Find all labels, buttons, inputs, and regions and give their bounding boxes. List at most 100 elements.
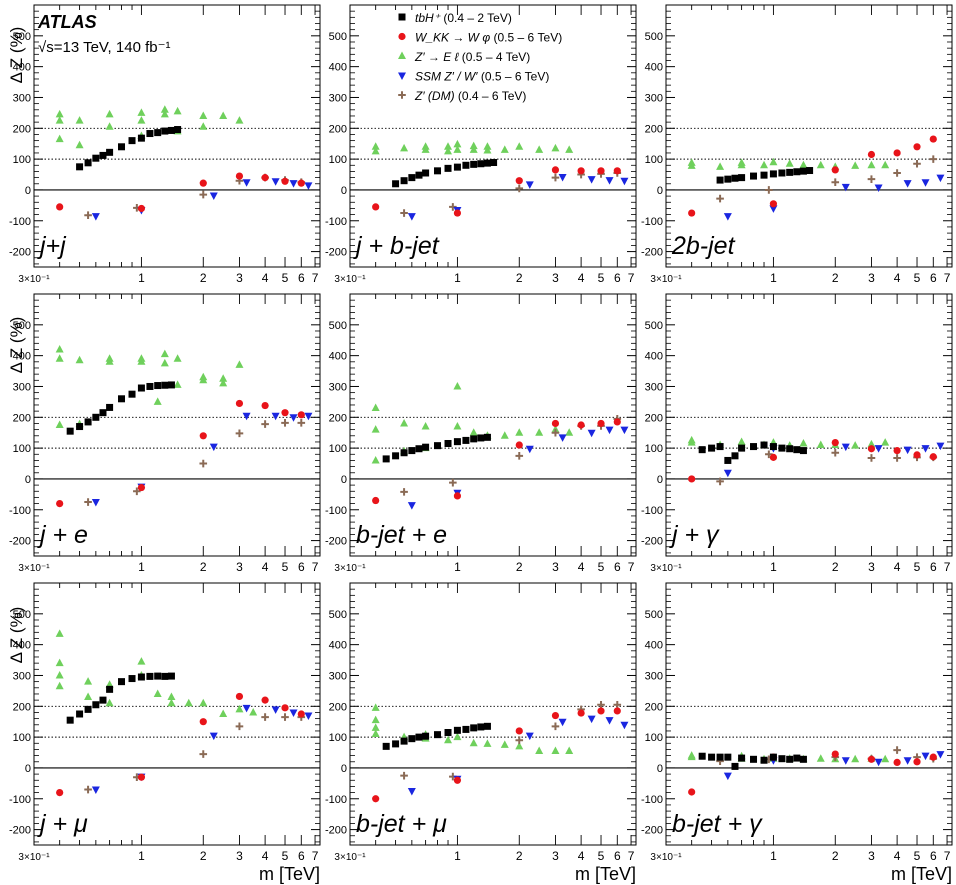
point-zel [453, 139, 462, 148]
y-tick-label: 0 [341, 185, 347, 197]
point-tbH [738, 754, 746, 762]
x-tick-label: 6 [614, 271, 621, 285]
x-tick-label: 5 [914, 271, 921, 285]
point-wkk [577, 709, 585, 717]
panel-frame [349, 4, 637, 268]
panel-4: -200 -100 0 100 200 300 400 500 3×10⁻¹ 1 2 3 4 5 6 7 j +… [9, 293, 321, 574]
point-dm [893, 454, 901, 462]
x-tick-label: 5 [282, 560, 289, 574]
x-tick-label: 6 [298, 849, 305, 863]
panel-9: -200 -100 0 100 200 300 400 500 3×10⁻¹ 1 2 3 4 5 6 7 b-j… [641, 582, 953, 863]
experiment-label: ATLAS [37, 12, 97, 32]
x-tick-label: 2 [832, 271, 839, 285]
y-tick-label: -100 [325, 505, 347, 517]
point-ssm [620, 721, 629, 730]
point-dm [716, 194, 724, 203]
point-tbH [434, 442, 442, 450]
point-wkk [515, 177, 523, 185]
point-ssm [91, 786, 100, 795]
point-zel [55, 116, 64, 124]
point-zel [371, 715, 380, 724]
point-wkk [613, 418, 621, 426]
x-tick-label: 3×10⁻¹ [334, 563, 366, 574]
y-tick-label: 500 [329, 31, 347, 43]
x-tick-label: 2 [200, 271, 207, 285]
point-tbH [118, 143, 126, 151]
x-tick-label: 5 [598, 849, 605, 863]
point-zel [160, 358, 169, 367]
point-wkk [261, 174, 269, 182]
point-ssm [605, 426, 614, 435]
point-wkk [893, 149, 901, 157]
point-tbH [400, 449, 408, 457]
point-tbH [760, 756, 768, 764]
y-tick-label: 500 [645, 31, 663, 43]
y-axis-label-row2: Δ Z (%) [7, 317, 26, 374]
point-tbH [769, 443, 777, 451]
point-ssm [605, 177, 614, 185]
point-wkk [515, 727, 523, 735]
point-tbH [793, 168, 801, 176]
point-tbH [786, 445, 794, 453]
point-zel [469, 428, 478, 436]
point-tbH [66, 427, 74, 435]
legend-entry-zel: Z′ → E ℓ (0.5 – 4 TeV) [414, 50, 530, 64]
panel-frame [349, 293, 637, 557]
point-tbH [382, 742, 390, 750]
point-wkk [913, 143, 921, 151]
x-tick-label: 4 [578, 560, 585, 574]
point-tbH [738, 174, 746, 182]
point-zel [816, 440, 825, 449]
point-zel [500, 740, 509, 748]
point-dm [449, 203, 457, 211]
point-ssm [558, 434, 567, 442]
y-tick-label: 100 [329, 154, 347, 166]
point-tbH [786, 755, 794, 763]
point-tbH [750, 172, 758, 180]
x-tick-label: 1 [138, 560, 145, 574]
y-tick-label: 100 [329, 732, 347, 744]
point-zel [249, 707, 258, 716]
point-tbH [731, 452, 739, 460]
legend: tbH⁺ (0.4 – 2 TeV) W_KK → W φ (0.5 – 6 Te… [398, 11, 562, 103]
x-tick-label: 2 [200, 849, 207, 863]
panel-frame [33, 293, 321, 557]
x-tick-label: 6 [614, 560, 621, 574]
point-wkk [929, 135, 937, 143]
point-tbH [84, 159, 92, 167]
y-tick-label: 200 [329, 701, 347, 713]
point-zel [137, 116, 146, 124]
point-tbH [490, 159, 498, 167]
y-tick-label: 200 [13, 123, 31, 135]
x-axis-label-col2: m [TeV] [575, 864, 636, 884]
x-tick-label: 1 [454, 849, 461, 863]
point-zel [160, 109, 169, 118]
point-wkk [577, 167, 585, 175]
point-tbH [778, 169, 786, 177]
point-zel [105, 698, 114, 707]
y-tick-label: 200 [329, 412, 347, 424]
point-tbH [786, 168, 794, 176]
point-zel [160, 349, 169, 358]
y-tick-label: -100 [9, 505, 31, 517]
point-ssm [304, 182, 313, 190]
point-dm [765, 450, 773, 459]
point-ssm [936, 174, 945, 183]
point-zel [421, 142, 430, 150]
point-zel [469, 738, 478, 747]
point-tbH [453, 438, 461, 446]
x-tick-label: 6 [614, 849, 621, 863]
point-tbH [146, 382, 154, 390]
legend-entry-wkk: W_KK → W φ (0.5 – 6 TeV) [415, 31, 562, 45]
point-dm [831, 178, 840, 187]
point-zel [716, 162, 725, 170]
point-zel [160, 105, 169, 113]
panel-label: j + γ [669, 521, 720, 549]
x-tick-label: 6 [298, 560, 305, 574]
y-tick-label: 100 [645, 443, 663, 455]
point-zel [55, 681, 64, 690]
point-tbH [167, 672, 175, 680]
point-zel [444, 142, 453, 150]
point-zel [75, 355, 84, 364]
